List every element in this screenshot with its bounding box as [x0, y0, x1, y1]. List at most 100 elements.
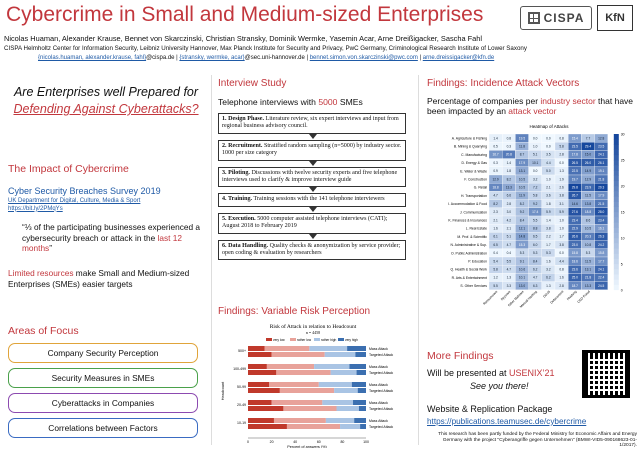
- column-divider: [211, 75, 212, 445]
- study-step-body: Literature review, six expert interviews…: [222, 116, 399, 130]
- legend-swatch: [290, 338, 296, 341]
- email-suffix-luh: @sec.uni-hannover.de |: [244, 55, 310, 61]
- risk-bar-label: Mass Attack: [369, 401, 388, 405]
- heatmap-cell-value: 5.1: [533, 153, 538, 157]
- risk-chart-subtitle: n = 4458: [306, 330, 320, 335]
- cispa-logo-icon: [527, 12, 540, 24]
- heatmap-cell-value: 10.5: [585, 227, 591, 231]
- survey-source-text[interactable]: UK Department for Digital, Culture, Medi…: [8, 198, 141, 204]
- survey-link[interactable]: https://bit.ly/2PMqYs: [8, 205, 63, 212]
- risk-bar-label: Targeted Attack: [369, 425, 393, 429]
- heatmap-cell-value: 22.4: [598, 276, 604, 280]
- heatmap-cell-value: 3.8: [559, 243, 564, 247]
- heatmap-cell-value: 14.6: [572, 202, 578, 206]
- poster-title: Cybercrime in Small and Medium-sized Ent…: [6, 3, 484, 26]
- column-divider: [418, 75, 419, 445]
- heatmap-cell-value: 19.7: [572, 177, 578, 181]
- heatmap-cell-value: 21.8: [598, 177, 604, 181]
- qr-code-icon[interactable]: [582, 350, 630, 398]
- risk-bar-segment: [325, 418, 355, 423]
- impact-heading: The Impact of Cybercrime: [8, 163, 129, 175]
- question-emphasis: Defending Against Cyberattacks?: [13, 102, 199, 116]
- heatmap-cell-value: 17.7: [598, 259, 604, 263]
- legend-swatch: [338, 338, 344, 341]
- colorbar-step: [613, 165, 619, 171]
- heatmap-cell-value: 18.6: [572, 259, 578, 263]
- colorbar-step: [613, 232, 619, 239]
- heatmap-row-label: L. Real Estate: [466, 227, 487, 231]
- findings-sub-sector: industry sector: [540, 96, 596, 106]
- heatmap-cell-value: 5.3: [546, 251, 551, 255]
- heatmap-cell-value: 16.7: [492, 153, 498, 157]
- heatmap-cell-value: 1.0: [546, 177, 551, 181]
- email-suffix-cispa: @cispa.de |: [146, 55, 180, 61]
- heatmap-cell-value: 13.1: [585, 268, 591, 272]
- colorbar-step: [613, 175, 619, 182]
- findings-heading: Findings: Incidence Attack Vectors: [427, 78, 580, 89]
- heatmap-cell-value: 24.1: [598, 268, 604, 272]
- heatmap-cell-value: 1.6: [559, 276, 564, 280]
- study-step: 2. Recruitment. Stratified random sampli…: [218, 139, 406, 166]
- heatmap-cell-value: 18.8: [585, 210, 591, 214]
- risk-bar-segment: [353, 400, 366, 405]
- risk-category-label: 100-499: [233, 367, 246, 371]
- heatmap-row-label: C. Manufacturing: [461, 153, 487, 157]
- heatmap-row-label: K. Finances & Insurances: [448, 219, 487, 223]
- usenix-venue: USENIX’21: [509, 368, 555, 378]
- heatmap-cell-value: 0.3: [507, 145, 512, 149]
- risk-chart: Risk of Attack in relation to Headcount n…: [218, 322, 408, 449]
- heatmap-cell-value: 0.3: [493, 161, 498, 165]
- heatmap-cell-value: 0.5: [493, 145, 498, 149]
- heatmap-cell-value: 26.1: [598, 161, 604, 165]
- heatmap-title: Heatmap of Attacks: [529, 124, 569, 129]
- quote-text: “⅓ of the participating businesses exper…: [22, 222, 201, 243]
- heatmap-cell-value: 2.8: [559, 284, 564, 288]
- legend-swatch: [266, 338, 272, 341]
- email-luh[interactable]: {stransky, wermke, acar}: [179, 55, 245, 61]
- heatmap-cell-value: 13.3: [506, 186, 512, 190]
- risk-heading: Findings: Variable Risk Perception: [218, 306, 371, 317]
- heatmap-cell-value: 6.2: [533, 268, 538, 272]
- heatmap-col-label: DDoS: [542, 290, 551, 299]
- email-kfn[interactable]: arne.dreissigacker@kfn.de: [422, 55, 495, 61]
- heatmap-cell-value: 26.5: [572, 161, 578, 165]
- risk-bar-segment: [248, 424, 287, 429]
- risk-bar-segment: [322, 400, 354, 405]
- heatmap-cell-value: 2.1: [546, 186, 551, 190]
- heatmap-cell-value: 29.8: [572, 186, 578, 190]
- colorbar-step: [613, 258, 619, 265]
- heatmap-cell-value: 1.0: [559, 227, 564, 231]
- focus-item: Cyberattacks in Companies: [8, 393, 198, 413]
- heatmap-cell-value: 8.4: [520, 218, 525, 222]
- website-link[interactable]: https://publications.teamusec.de/cybercr…: [427, 417, 587, 426]
- study-step-body: Stratified random sampling (n=5000) by i…: [222, 142, 402, 157]
- colorbar-step: [613, 279, 619, 285]
- heatmap-cell-value: 10.5: [519, 186, 525, 190]
- colorbar-step: [613, 185, 619, 192]
- risk-bar-label: Mass Attack: [369, 365, 388, 369]
- heatmap-col-label: Phishing: [566, 290, 578, 302]
- heatmap-cell-value: 1.8: [507, 169, 512, 173]
- heatmap-cell-value: 12.9: [492, 177, 498, 181]
- email-pwc[interactable]: bennet.simon.von.skarczinski@pwc.com: [309, 55, 418, 61]
- heatmap-cell-value: 0.0: [546, 145, 551, 149]
- heatmap-cell-value: 1.6: [546, 259, 551, 263]
- heatmap-cell-value: 0.0: [533, 136, 538, 140]
- risk-bar-segment: [248, 346, 265, 351]
- heatmap-cell-value: 2.2: [546, 235, 551, 239]
- heatmap-col-label: Spyware: [500, 290, 512, 302]
- email-cispa[interactable]: {nicolas.huaman, alexander.krause, fahl}: [38, 55, 147, 61]
- risk-bar-segment: [314, 364, 350, 369]
- heatmap-cell-value: 3.2: [533, 177, 538, 181]
- colorbar-step: [613, 237, 619, 244]
- risk-bar-label: Targeted Attack: [369, 407, 393, 411]
- colorbar-step: [613, 154, 619, 161]
- study-step: 5. Execution. 5000 computer assisted tel…: [218, 212, 406, 239]
- heatmap-cell-value: 10.1: [519, 276, 525, 280]
- risk-bar-segment: [324, 352, 356, 357]
- heatmap-cell-value: 23.6: [572, 268, 578, 272]
- risk-category-label: 20-49: [237, 403, 246, 407]
- colorbar-step: [613, 159, 619, 166]
- heatmap-cell-value: 26.0: [585, 161, 591, 165]
- colorbar-step: [613, 222, 619, 228]
